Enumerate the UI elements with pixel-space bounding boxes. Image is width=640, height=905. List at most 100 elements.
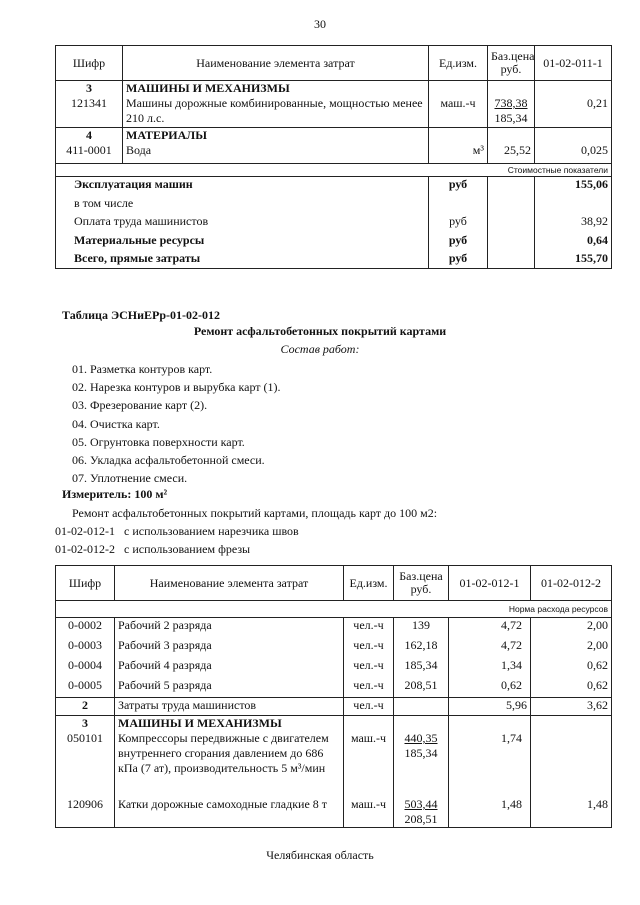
name-cell: Рабочий 3 разряда: [114, 637, 344, 658]
summary-row: в том числе: [55, 195, 612, 214]
price-cell: 208,51: [404, 812, 438, 826]
code-cell: 120906: [55, 797, 115, 828]
summary-value: 155,70: [534, 250, 612, 269]
table-row: 121341 Машины дорожные комбинированные, м…: [55, 96, 612, 127]
description: Ремонт асфальтобетонных покрытий картами…: [72, 506, 438, 520]
resource-table-01-02-012: Шифр Наименование элемента затрат Ед.изм…: [55, 565, 612, 828]
unit-cell: чел.-ч: [343, 657, 394, 678]
norm-label: Норма расхода ресурсов: [55, 600, 612, 618]
table-row: 0-0005 Рабочий 5 разряда чел.-ч 208,51 0,62 0…: [55, 677, 612, 698]
unit-cell: маш.-ч: [343, 797, 394, 828]
header-cell: 01-02-011-1: [534, 45, 612, 81]
header-cell: Наименование элемента затрат: [122, 45, 429, 81]
variant-text: с использованием нарезчика швов: [124, 524, 299, 538]
section-title: МАШИНЫ И МЕХАНИЗМЫ: [122, 80, 429, 96]
section-number: 3: [55, 80, 123, 96]
work-item: 03. Фрезерование карт (2).: [72, 398, 208, 413]
name-cell: Компрессоры передвижные с двигателем вну…: [114, 731, 344, 797]
work-item: 05. Огрунтовка поверхности карт.: [72, 434, 245, 449]
code-cell: 0-0005: [55, 677, 115, 698]
variant: 01-02-012-2 с использованием фрезы: [55, 542, 250, 557]
name-cell: Машины дорожные комбинированные, мощност…: [122, 96, 429, 127]
summary-label: Материальные ресурсы: [55, 232, 429, 251]
value-cell: 1,74: [448, 731, 531, 797]
value-cell: 0,62: [530, 657, 612, 678]
header-cell: Шифр: [55, 565, 115, 601]
code-cell: 411-0001: [55, 142, 123, 164]
price-cell: 208,51: [393, 677, 449, 698]
cost-table-01-02-011: Шифр Наименование элемента затрат Ед.изм…: [55, 45, 612, 269]
unit-cell: м³: [428, 142, 488, 164]
summary-unit: руб: [428, 232, 488, 251]
unit-cell: маш.-ч: [343, 731, 394, 797]
code-cell: 2: [55, 697, 115, 716]
section-title: МАШИНЫ И МЕХАНИЗМЫ: [114, 715, 344, 731]
name-cell: Вода: [122, 142, 429, 164]
value-cell: 4,72: [448, 637, 531, 658]
composition-label: Состав работ:: [280, 342, 360, 356]
table-header: Шифр Наименование элемента затрат Ед.изм…: [55, 45, 612, 81]
variant-text: с использованием фрезы: [124, 542, 251, 556]
name-cell: Рабочий 2 разряда: [114, 617, 344, 638]
value-cell: 0,21: [534, 96, 612, 127]
summary-value: 0,64: [534, 232, 612, 251]
summary-label: в том числе: [55, 195, 429, 214]
header-cell: Ед.изм.: [428, 45, 488, 81]
unit-cell: маш.-ч: [428, 96, 488, 127]
work-item: 04. Очистка карт.: [72, 416, 160, 431]
value-cell: 1,48: [530, 797, 612, 828]
meter: Измеритель: 100 м²: [62, 487, 168, 501]
value-cell: 3,62: [530, 697, 612, 716]
table-row: 0-0003 Рабочий 3 разряда чел.-ч 162,18 4,72 2…: [55, 637, 612, 658]
page-number: 30: [314, 17, 326, 31]
code-cell: 0-0004: [55, 657, 115, 678]
value-cell: 4,72: [448, 617, 531, 638]
header-cell: 01-02-012-1: [448, 565, 531, 601]
price-cell: 738,38: [494, 96, 528, 110]
works-list: 01. Разметка контуров карт. 02. Нарезка …: [72, 360, 281, 487]
unit-cell: чел.-ч: [343, 677, 394, 698]
summary-value: 38,92: [534, 213, 612, 233]
table-row: 0-0004 Рабочий 4 разряда чел.-ч 185,34 1,34 0…: [55, 657, 612, 678]
summary-row: Материальные ресурсы руб 0,64: [55, 232, 612, 251]
name-cell: Затраты труда машинистов: [114, 697, 344, 716]
code-cell: 0-0002: [55, 617, 115, 638]
table-row: 0-0002 Рабочий 2 разряда чел.-ч 139 4,72 2,00: [55, 617, 612, 638]
value-cell: 2,00: [530, 617, 612, 638]
work-item: 01. Разметка контуров карт.: [72, 362, 213, 376]
price-cell: 440,35: [404, 731, 438, 745]
price-cell: 139: [393, 617, 449, 638]
table-row: 2 Затраты труда машинистов чел.-ч 5,96 3,62: [55, 697, 612, 716]
summary-label: Всего, прямые затраты: [55, 250, 429, 269]
price-cell: 185,34: [494, 111, 528, 125]
value-cell: [530, 731, 612, 797]
work-item: 07. Уплотнение смеси.: [72, 471, 188, 486]
work-item: 02. Нарезка контуров и вырубка карт (1).: [72, 380, 281, 395]
section-title: Ремонт асфальтобетонных покрытий картами: [193, 324, 447, 338]
summary-label: Оплата труда машинистов: [55, 213, 429, 233]
table-id: Таблица ЭСНиЕРр-01-02-012: [62, 308, 221, 322]
variant-code: 01-02-012-2: [55, 542, 115, 556]
price-cell: 185,34: [393, 657, 449, 678]
header-cell: Баз.цена руб.: [393, 565, 449, 601]
section-row: 4 МАТЕРИАЛЫ: [55, 126, 612, 143]
header-cell: Шифр: [55, 45, 123, 81]
cost-indicators-label: Стоимостные показатели: [55, 163, 612, 177]
table-row: 120906 Катки дорожные самоходные гладкие …: [55, 797, 612, 828]
header-cell: 01-02-012-2: [530, 565, 612, 601]
code-cell: 050101: [55, 731, 115, 797]
summary-unit: руб: [428, 213, 488, 233]
section-number: 4: [55, 126, 123, 143]
price-cell: 162,18: [393, 637, 449, 658]
value-cell: 0,62: [448, 677, 531, 698]
unit-cell: чел.-ч: [343, 617, 394, 638]
price-cell: 503,44: [404, 797, 438, 811]
section-row: 3 МАШИНЫ И МЕХАНИЗМЫ: [55, 80, 612, 96]
footer-region: Челябинская область: [266, 848, 374, 862]
unit-cell: чел.-ч: [343, 637, 394, 658]
summary-label: Эксплуатация машин: [55, 176, 429, 196]
value-cell: 0,025: [534, 142, 612, 164]
variant: 01-02-012-1 с использованием нарезчика ш…: [55, 524, 299, 539]
header-cell: Ед.изм.: [343, 565, 394, 601]
